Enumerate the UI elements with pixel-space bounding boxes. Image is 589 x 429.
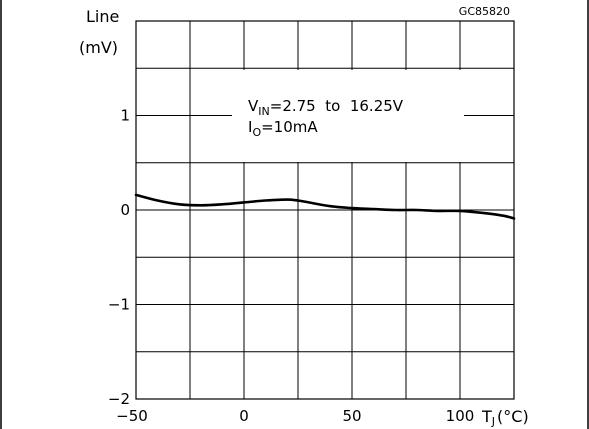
y-tick-labels: −2 −1 0 1 [108,107,130,409]
line-regulation-curve [134,193,516,220]
y-axis-title: Line [86,7,119,26]
y-axis-unit: (mV) [79,38,118,57]
annotation-line-1: VIN=2.75 to 16.25V [248,97,404,118]
y-tick-label: 1 [120,107,130,125]
x-axis-title: TJ (°C) [481,407,529,428]
x-tick-label: 50 [342,407,361,425]
annotation-line-2: IO=10mA [248,118,318,139]
y-tick-label: 0 [120,201,130,219]
y-tick-label: −1 [108,296,130,314]
x-tick-label: −50 [116,407,148,425]
x-tick-label: 0 [239,407,249,425]
y-tick-label: −2 [108,390,130,408]
figure-code: GC85820 [459,5,510,18]
x-tick-labels: −50 0 50 100 [116,407,474,425]
x-tick-label: 100 [446,407,475,425]
annotation-box [232,70,464,162]
